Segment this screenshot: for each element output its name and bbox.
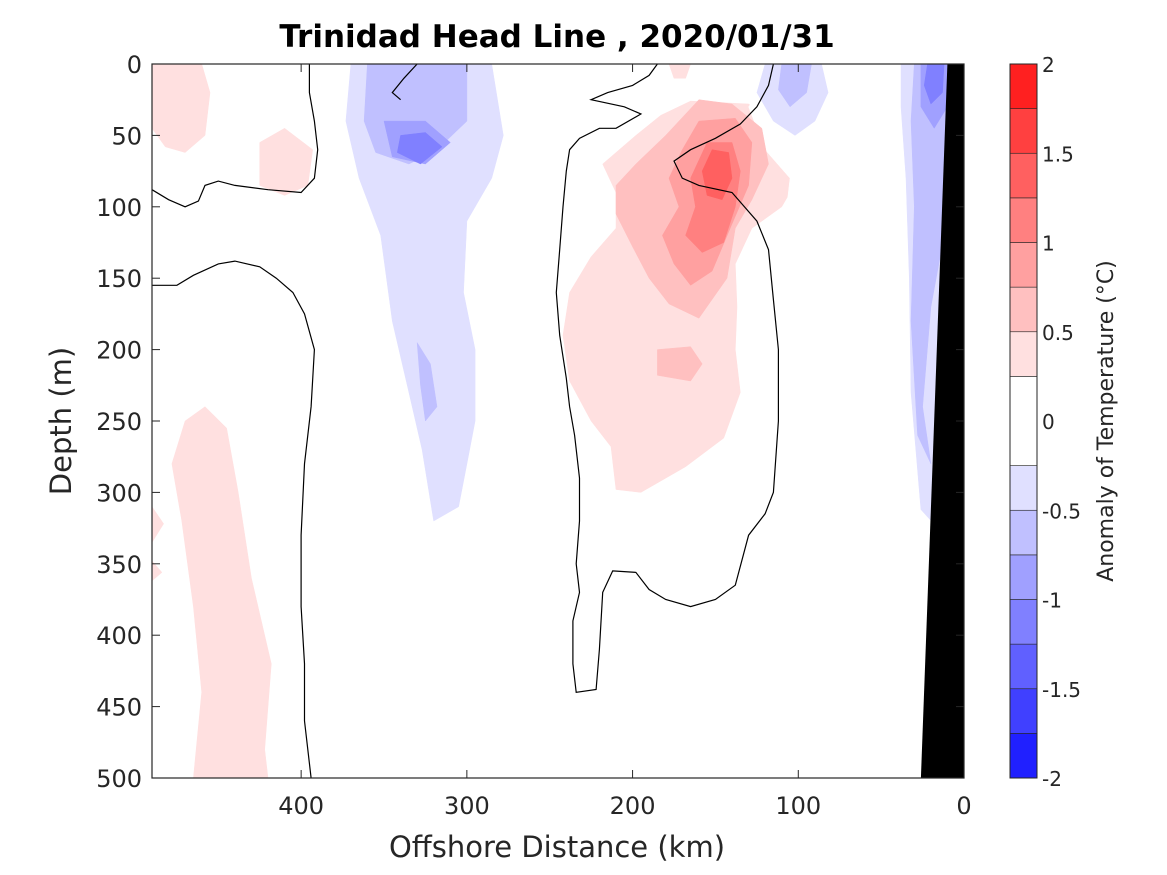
- colorbar-segment: [1009, 286, 1038, 333]
- colorbar-segment: [1009, 152, 1038, 199]
- colorbar-tick-label: -1: [1042, 589, 1062, 613]
- colorbar-tick-label: 0.5: [1042, 321, 1074, 345]
- y-tick-label: 150: [96, 265, 142, 293]
- warm-anomaly-region: [171, 406, 272, 779]
- seafloor-shelf: [920, 64, 964, 778]
- colorbar-segment: [1009, 108, 1038, 154]
- cool-anomaly-region: [748, 63, 885, 765]
- colorbar-frame: [1009, 63, 1038, 779]
- colorbar-tick-label: 0: [1042, 410, 1055, 434]
- colorbar-ticks: 2 1.5 1 0.5 0 -0.5 -1 -1.5 -2: [1042, 53, 1081, 791]
- y-tick-label: 350: [96, 551, 142, 579]
- zero-contour-line: [152, 260, 316, 779]
- colorbar-segment: [1009, 242, 1038, 288]
- colorbar: [1009, 63, 1038, 779]
- colorbar-segment: [1009, 733, 1038, 779]
- colorbar-segment: [1009, 465, 1038, 511]
- colorbar-tick-label: -2: [1042, 767, 1062, 791]
- y-tick-label: 500: [96, 765, 142, 793]
- x-tick-label: 0: [956, 792, 971, 820]
- cool-anomaly-region: [345, 63, 504, 522]
- y-tick-label: 100: [96, 194, 142, 222]
- y-tick-label: 200: [96, 337, 142, 365]
- cool-anomaly-region: [416, 342, 438, 422]
- x-tick-label: 100: [775, 792, 821, 820]
- x-tick-label: 300: [444, 792, 490, 820]
- zero-contour-line: [391, 63, 418, 101]
- colorbar-segment: [1009, 643, 1038, 690]
- y-tick-label: 50: [111, 122, 142, 150]
- colorbar-segment: [1009, 509, 1038, 556]
- zero-contour-line: [555, 63, 780, 693]
- warm-anomaly-region: [657, 346, 703, 382]
- zero-contour-line: [151, 64, 319, 208]
- y-tick-label: 300: [96, 479, 142, 507]
- colorbar-tick-label: -0.5: [1042, 499, 1081, 523]
- y-tick-label: 250: [96, 408, 142, 436]
- cool-anomaly-region: [397, 132, 443, 165]
- y-axis-ticks: 0 50 100 150 200 250 300 350 400 450 500: [96, 51, 964, 793]
- colorbar-segment: [1009, 376, 1038, 466]
- colorbar-segment: [1009, 331, 1038, 377]
- colorbar-segment: [1009, 63, 1038, 109]
- cool-anomaly-region: [645, 706, 676, 764]
- plot-area: [151, 63, 964, 779]
- chart-title: Trinidad Head Line , 2020/01/31: [279, 19, 834, 55]
- y-tick-label: 400: [96, 622, 142, 650]
- colorbar-segment: [1009, 554, 1038, 600]
- colorbar-tick-label: -1.5: [1042, 678, 1081, 702]
- y-tick-label: 450: [96, 694, 142, 722]
- x-axis-label: Offshore Distance (km): [389, 830, 725, 864]
- colorbar-segment: [1009, 197, 1038, 243]
- colorbar-tick-label: 2: [1042, 53, 1055, 77]
- colorbar-tick-label: 1: [1042, 232, 1055, 256]
- x-tick-label: 400: [278, 792, 324, 820]
- colorbar-segment: [1009, 688, 1038, 734]
- y-tick-label: 0: [127, 51, 142, 79]
- x-tick-label: 200: [610, 792, 656, 820]
- x-axis-ticks: 400 300 200 100 0: [278, 64, 972, 820]
- y-axis-label: Depth (m): [44, 347, 78, 495]
- colorbar-label: Anomaly of Temperature (°C): [1094, 260, 1119, 582]
- colorbar-tick-label: 1.5: [1042, 142, 1074, 166]
- colorbar-segment: [1009, 599, 1038, 645]
